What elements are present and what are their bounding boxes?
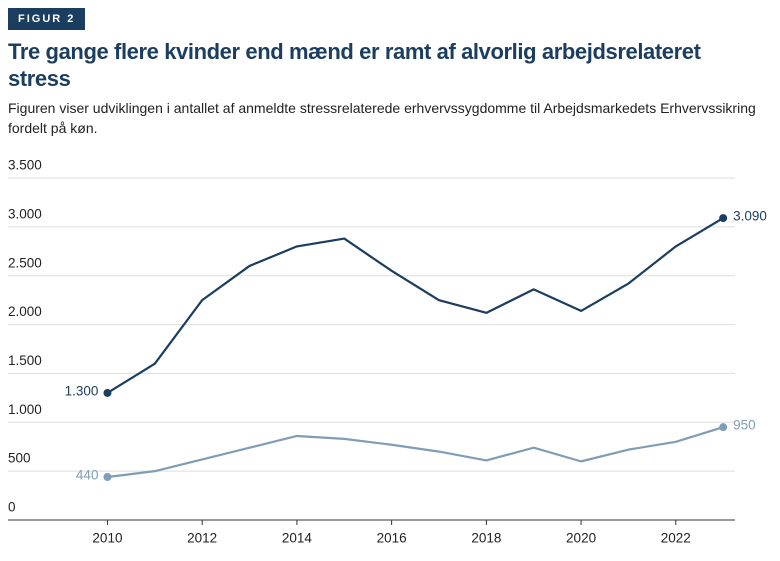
chart-subtitle: Figuren viser udviklingen i antallet af … [8, 100, 756, 136]
y-tick-label: 3.500 [8, 158, 42, 173]
y-tick-label: 1.000 [8, 402, 42, 417]
line [106, 217, 724, 394]
x-tick-label: 2014 [282, 531, 313, 546]
data-label: 950 [733, 418, 756, 433]
x-tick-label: 2022 [661, 531, 691, 546]
data-label: 3.090 [733, 209, 767, 224]
x-tick-label: 2020 [566, 531, 596, 546]
end-point [103, 388, 112, 397]
line [107, 426, 724, 479]
x-tick-label: 2010 [92, 531, 122, 546]
chart-title: Tre gange flere kvinder end mænd er ramt… [8, 39, 701, 91]
x-tick-label: 2018 [471, 531, 501, 546]
y-tick-label: 500 [8, 451, 31, 466]
header: FIGUR 2 Tre gange flere kvinder end mænd… [8, 8, 768, 138]
x-tick-label: 2012 [187, 531, 217, 546]
end-point [719, 214, 728, 223]
y-tick-label: 1.500 [8, 353, 42, 368]
y-tick-label: 0 [8, 500, 16, 515]
y-tick-label: 3.000 [8, 206, 42, 221]
data-label: 1.300 [65, 384, 99, 399]
end-point [719, 423, 728, 432]
x-tick-label: 2016 [377, 531, 407, 546]
y-tick-label: 2.500 [8, 255, 42, 270]
y-tick-label: 2.000 [8, 304, 42, 319]
data-label: 440 [76, 468, 99, 483]
end-point [103, 473, 112, 482]
figure-badge: FIGUR 2 [8, 8, 86, 30]
